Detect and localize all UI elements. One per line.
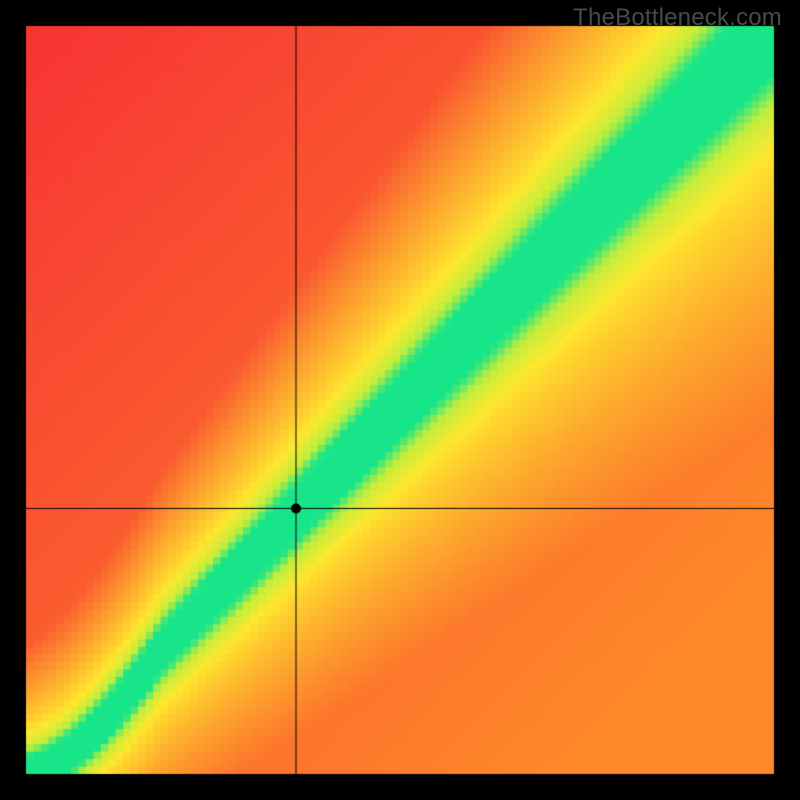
bottleneck-heatmap-canvas <box>0 0 800 800</box>
watermark-text: TheBottleneck.com <box>573 4 782 32</box>
chart-container: TheBottleneck.com <box>0 0 800 800</box>
